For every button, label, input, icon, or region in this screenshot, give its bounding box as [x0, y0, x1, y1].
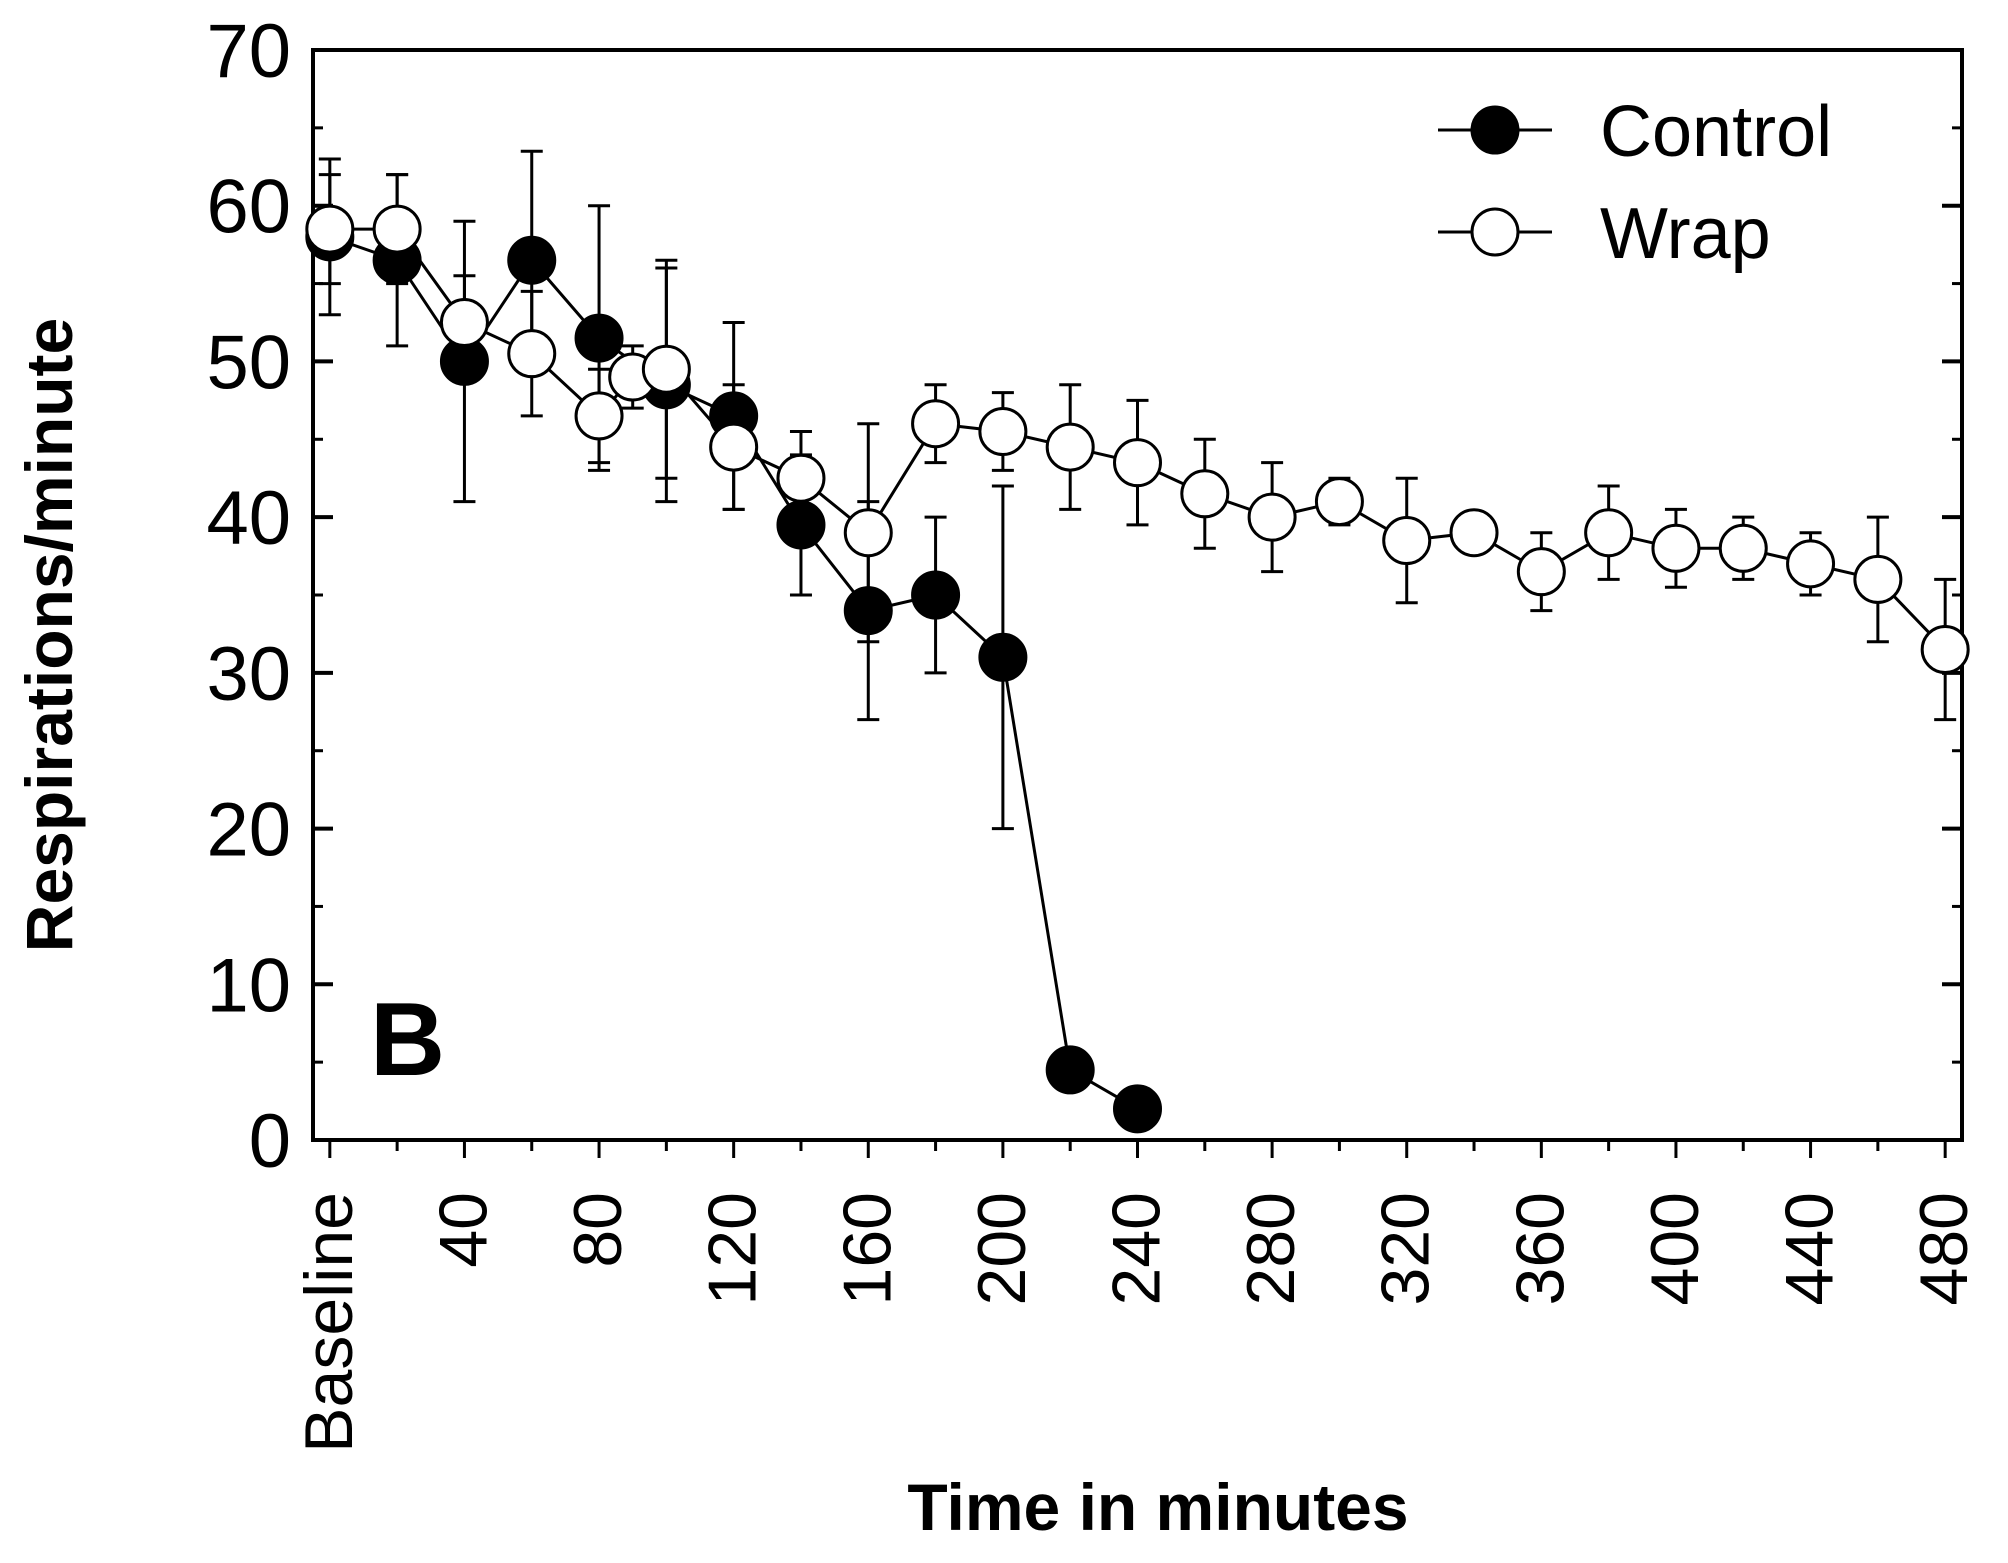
data-point-wrap: [1584, 508, 1634, 558]
x-tick-label: 200: [964, 1192, 1040, 1305]
data-point-wrap: [1382, 516, 1432, 565]
x-tick-label: 400: [1637, 1192, 1713, 1305]
data-point-wrap: [1113, 438, 1162, 488]
x-tick-label: 440: [1772, 1192, 1848, 1305]
data-point-wrap: [1314, 477, 1364, 527]
data-point-wrap: [911, 399, 961, 449]
x-tick-label: Baseline: [291, 1192, 367, 1453]
data-point-wrap: [843, 508, 893, 558]
x-tick-label: 80: [560, 1192, 636, 1268]
data-point-wrap: [1516, 547, 1566, 597]
data-point-control: [911, 570, 961, 620]
y-tick-label: 70: [206, 9, 291, 94]
x-tick-label: 40: [425, 1192, 501, 1268]
data-point-wrap: [709, 422, 759, 472]
legend-label-wrap: Wrap: [1600, 194, 1771, 274]
legend-marker-control: [1470, 105, 1520, 155]
legend-label-control: Control: [1600, 92, 1832, 172]
data-point-wrap: [372, 204, 422, 254]
data-point-wrap: [1853, 554, 1903, 604]
x-tick-label: 120: [695, 1192, 771, 1305]
y-axis: 0 10 20 30 40 50 60 70: [206, 9, 1962, 1184]
x-axis-title: Time in minutes: [907, 1470, 1408, 1544]
plot-area: [305, 149, 1970, 1134]
y-tick-label: 30: [206, 632, 291, 717]
x-tick-label: 240: [1099, 1192, 1175, 1305]
data-point-wrap: [1045, 422, 1095, 472]
y-tick-label: 50: [206, 320, 291, 405]
data-point-control: [507, 235, 557, 285]
data-point-wrap: [1651, 523, 1701, 573]
data-point-wrap: [978, 407, 1028, 456]
data-point-wrap: [1718, 523, 1768, 573]
data-point-wrap: [1180, 469, 1230, 519]
y-tick-label: 20: [206, 788, 291, 873]
panel-label: B: [370, 982, 445, 1098]
data-point-wrap: [1247, 492, 1297, 542]
data-point-control: [1113, 1084, 1162, 1134]
data-point-wrap: [507, 329, 557, 379]
data-point-control: [978, 632, 1028, 682]
y-tick-label: 60: [206, 165, 291, 250]
legend: Control Wrap: [1438, 92, 1832, 274]
data-point-control: [1045, 1045, 1095, 1095]
x-tick-label: 280: [1233, 1192, 1309, 1305]
x-tick-label: 480: [1906, 1192, 1982, 1305]
data-point-wrap: [439, 298, 489, 347]
series-wrap: [305, 173, 1970, 722]
y-tick-label: 10: [206, 943, 291, 1028]
x-tick-label: 360: [1502, 1192, 1578, 1305]
x-tick-label: 320: [1368, 1192, 1444, 1305]
data-point-wrap: [641, 344, 691, 394]
y-tick-label: 0: [249, 1099, 291, 1184]
data-point-wrap: [776, 453, 826, 503]
data-point-wrap: [305, 204, 355, 254]
y-tick-label: 40: [206, 476, 291, 561]
data-point-wrap: [574, 391, 624, 441]
x-axis: Baseline 40 80 120 160 200 240 280 320 360 400 440 4…: [291, 1140, 1982, 1453]
data-point-wrap: [1449, 508, 1499, 558]
data-point-control: [574, 313, 624, 363]
data-point-wrap: [1920, 625, 1970, 674]
data-point-wrap: [1786, 539, 1836, 589]
y-axis-title: Respirations/minute: [12, 318, 86, 952]
legend-marker-wrap: [1470, 207, 1520, 257]
x-tick-label: 160: [829, 1192, 905, 1305]
